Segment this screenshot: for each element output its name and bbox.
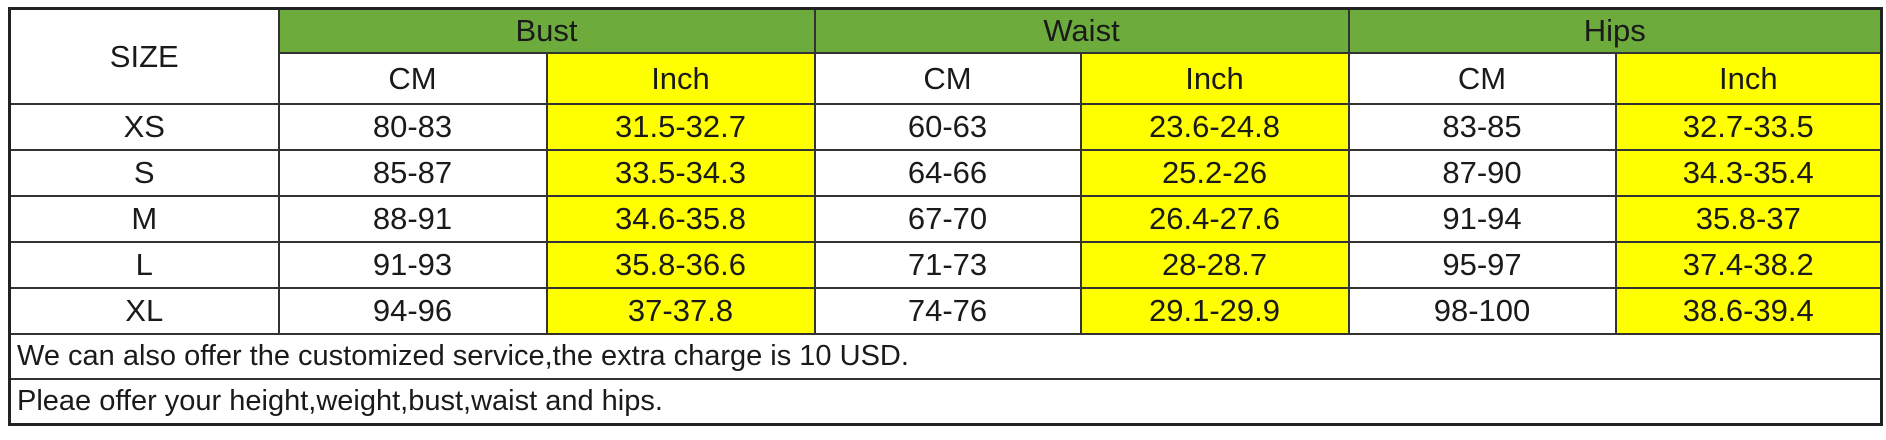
- table-row: L 91-93 35.8-36.6 71-73 28-28.7 95-97 37.4-38.…: [8, 240, 1883, 289]
- table-row: M 88-91 34.6-35.8 67-70 26.4-27.6 91-94 35.8-3…: [8, 194, 1883, 243]
- bust-cm-cell: 94-96: [277, 286, 548, 335]
- bust-inch-cell: 35.8-36.6: [545, 240, 816, 289]
- hips-inch-header: Inch: [1614, 51, 1883, 105]
- hips-cm-header: CM: [1347, 51, 1617, 105]
- hips-cm-cell: 83-85: [1347, 102, 1617, 151]
- waist-cm-cell: 67-70: [813, 194, 1082, 243]
- table-row: XS 80-83 31.5-32.7 60-63 23.6-24.8 83-85 32.7-…: [8, 102, 1883, 151]
- hips-inch-cell: 38.6-39.4: [1614, 286, 1883, 335]
- hips-inch-cell: 37.4-38.2: [1614, 240, 1883, 289]
- waist-cm-header: CM: [813, 51, 1082, 105]
- waist-inch-cell: 25.2-26: [1079, 148, 1350, 197]
- hips-cm-cell: 91-94: [1347, 194, 1617, 243]
- note-row: We can also offer the customized service…: [8, 332, 1883, 380]
- bust-cm-cell: 80-83: [277, 102, 548, 151]
- hips-inch-cell: 34.3-35.4: [1614, 148, 1883, 197]
- size-cell: S: [8, 148, 280, 197]
- hips-cm-cell: 87-90: [1347, 148, 1617, 197]
- waist-cm-cell: 74-76: [813, 286, 1082, 335]
- header-row-units: CM Inch CM Inch CM Inch: [10, 51, 1883, 105]
- bust-header: Bust: [277, 7, 816, 54]
- size-cell: XS: [8, 102, 280, 151]
- table-row: XL 94-96 37-37.8 74-76 29.1-29.9 98-100 38.6-3…: [8, 286, 1883, 335]
- waist-cm-cell: 64-66: [813, 148, 1082, 197]
- waist-cm-cell: 71-73: [813, 240, 1082, 289]
- bust-cm-cell: 91-93: [277, 240, 548, 289]
- bust-inch-cell: 31.5-32.7: [545, 102, 816, 151]
- waist-inch-cell: 26.4-27.6: [1079, 194, 1350, 243]
- hips-inch-cell: 35.8-37: [1614, 194, 1883, 243]
- bust-inch-cell: 33.5-34.3: [545, 148, 816, 197]
- size-cell: XL: [8, 286, 280, 335]
- bust-inch-cell: 37-37.8: [545, 286, 816, 335]
- hips-header: Hips: [1347, 7, 1883, 54]
- waist-cm-cell: 60-63: [813, 102, 1082, 151]
- hips-cm-cell: 98-100: [1347, 286, 1617, 335]
- note-row: Pleae offer your height,weight,bust,wais…: [8, 377, 1883, 425]
- size-cell: L: [8, 240, 280, 289]
- size-chart-table: SIZE Bust Waist Hips CM Inch CM Inch CM …: [8, 7, 1884, 426]
- hips-inch-cell: 32.7-33.5: [1614, 102, 1883, 151]
- bust-cm-header: CM: [277, 51, 548, 105]
- bust-inch-cell: 34.6-35.8: [545, 194, 816, 243]
- waist-inch-header: Inch: [1079, 51, 1350, 105]
- bust-cm-cell: 88-91: [277, 194, 548, 243]
- note-measurements: Pleae offer your height,weight,bust,wais…: [8, 377, 1883, 425]
- bust-cm-cell: 85-87: [277, 148, 548, 197]
- bust-inch-header: Inch: [545, 51, 816, 105]
- waist-inch-cell: 23.6-24.8: [1079, 102, 1350, 151]
- waist-inch-cell: 28-28.7: [1079, 240, 1350, 289]
- waist-header: Waist: [813, 7, 1350, 54]
- table-row: S 85-87 33.5-34.3 64-66 25.2-26 87-90 34.3-35.…: [8, 148, 1883, 197]
- header-row-groups: SIZE Bust Waist Hips: [8, 7, 1883, 105]
- note-custom-service: We can also offer the customized service…: [8, 332, 1883, 380]
- size-header: SIZE: [8, 7, 280, 105]
- hips-cm-cell: 95-97: [1347, 240, 1617, 289]
- size-cell: M: [8, 194, 280, 243]
- waist-inch-cell: 29.1-29.9: [1079, 286, 1350, 335]
